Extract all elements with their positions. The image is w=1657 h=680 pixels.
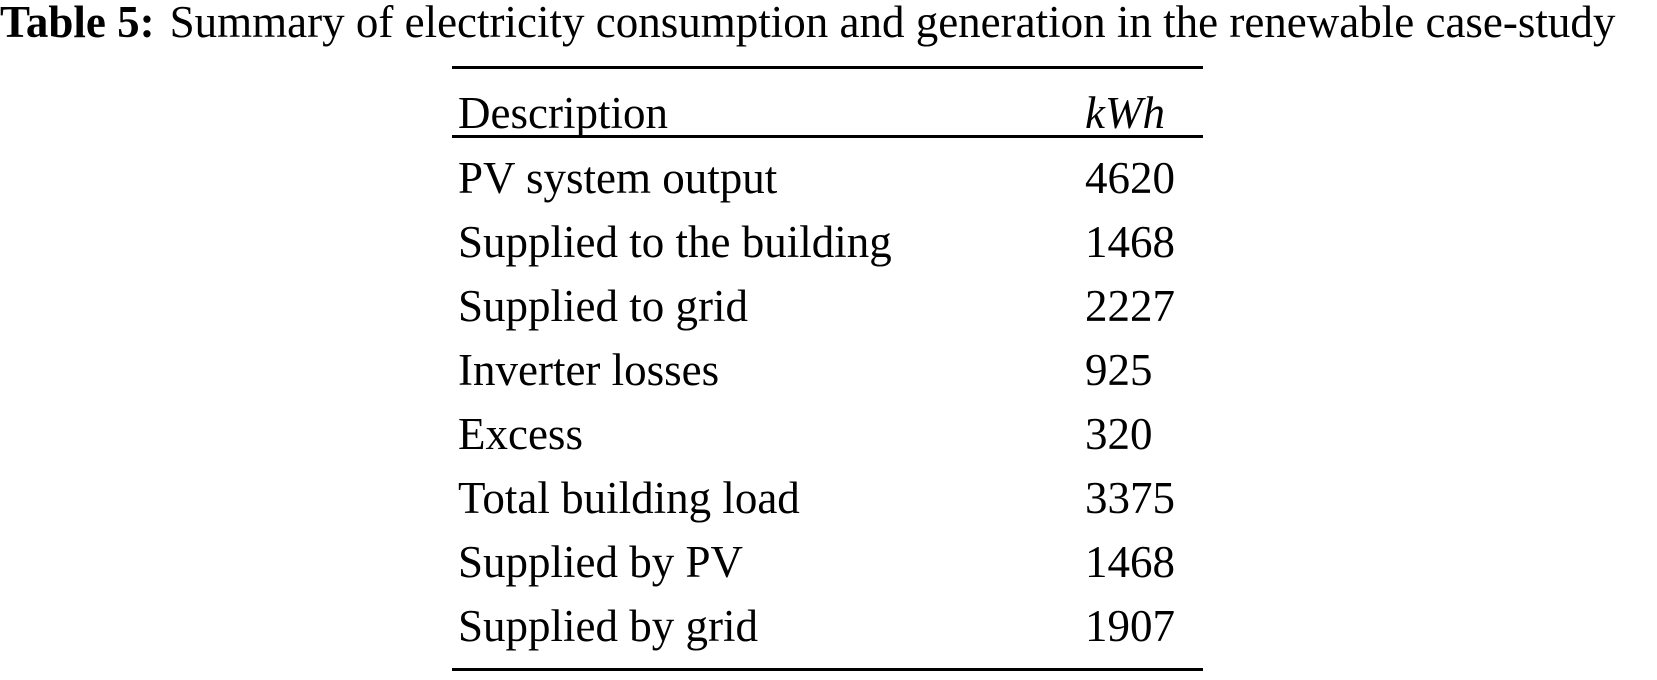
- table-row: PV system output 4620: [452, 146, 1203, 210]
- row-kwh-cell: 925: [1085, 345, 1153, 395]
- column-header-description: Description: [458, 88, 668, 138]
- row-kwh-cell: 3375: [1085, 473, 1175, 523]
- table-body: PV system output 4620 Supplied to the bu…: [452, 138, 1203, 668]
- table-caption-text: Summary of electricity consumption and g…: [169, 0, 1616, 47]
- row-description-cell: Supplied by PV: [458, 537, 744, 587]
- row-description-cell: Supplied by grid: [458, 601, 758, 651]
- table-header-row: Description kWh: [452, 69, 1203, 138]
- table-row: Supplied by PV 1468: [452, 530, 1203, 594]
- row-kwh-cell: 2227: [1085, 281, 1175, 331]
- row-kwh-cell: 1907: [1085, 601, 1175, 651]
- row-kwh-cell: 1468: [1085, 217, 1175, 267]
- row-description-cell: Supplied to grid: [458, 281, 748, 331]
- row-description-cell: PV system output: [458, 153, 778, 203]
- table-row: Total building load 3375: [452, 466, 1203, 530]
- row-kwh-cell: 1468: [1085, 537, 1175, 587]
- row-kwh-cell: 320: [1085, 409, 1153, 459]
- column-header-kwh: kWh: [1085, 88, 1165, 138]
- table-caption-number: Table 5:: [0, 0, 155, 47]
- row-description-cell: Total building load: [458, 473, 800, 523]
- table-row: Inverter losses 925: [452, 338, 1203, 402]
- table-row: Supplied to the building 1468: [452, 210, 1203, 274]
- table-caption: Table 5: Summary of electricity consumpti…: [0, 0, 1615, 45]
- row-kwh-cell: 4620: [1085, 153, 1175, 203]
- summary-table: Description kWh PV system output 4620 Su…: [452, 66, 1203, 671]
- table-row: Supplied by grid 1907: [452, 594, 1203, 658]
- row-description-cell: Excess: [458, 409, 583, 459]
- row-description-cell: Inverter losses: [458, 345, 720, 395]
- table-row: Excess 320: [452, 402, 1203, 466]
- row-description-cell: Supplied to the building: [458, 217, 892, 267]
- table-row: Supplied to grid 2227: [452, 274, 1203, 338]
